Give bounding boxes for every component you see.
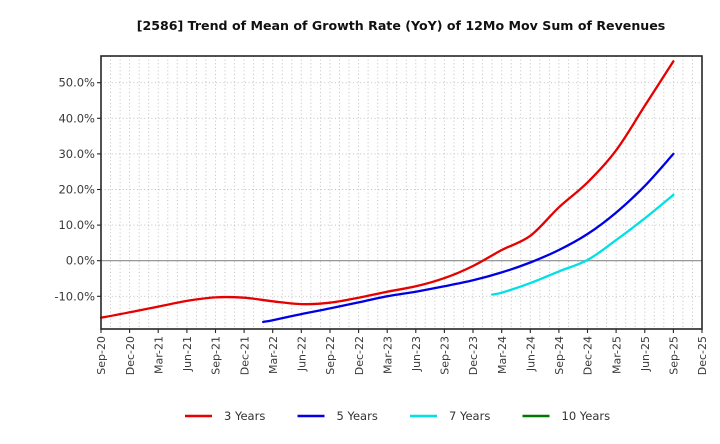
y-tick-label: 20.0% [58, 183, 95, 197]
x-tick-label: Dec-20 [124, 336, 137, 375]
y-tick-labels: 50.0% 40.0% 30.0% 20.0% 10.0% 0.0% -10.0% [54, 76, 95, 304]
x-tick-label: Mar-24 [496, 336, 509, 374]
legend: 3 Years 5 Years 7 Years 10 Years [185, 409, 610, 423]
x-tick-label: Sep-22 [324, 336, 337, 375]
x-tick-label: Jun-21 [181, 336, 194, 372]
x-tick-label: Jun-23 [410, 336, 423, 372]
x-tick-label: Sep-20 [95, 336, 108, 375]
x-tick-label: Mar-23 [381, 336, 394, 374]
x-tick-label: Dec-22 [353, 336, 366, 375]
x-tick-label: Sep-23 [439, 336, 452, 375]
x-tick-label: Jun-24 [525, 336, 538, 372]
y-tick-label: 40.0% [58, 111, 95, 125]
x-tick-label: Mar-22 [267, 336, 280, 374]
legend-label: 5 Years [337, 409, 378, 423]
y-tick-label: 50.0% [58, 76, 95, 90]
legend-label: 10 Years [562, 409, 611, 423]
legend-label: 7 Years [449, 409, 490, 423]
x-tick-label: Sep-24 [553, 336, 566, 375]
legend-item-3-years: 3 Years [185, 409, 265, 423]
series-lines [99, 60, 675, 324]
x-tick-label: Dec-23 [467, 336, 480, 375]
x-tick-labels: Sep-20 Dec-20 Mar-21 Jun-21 Sep-21 Dec-21 Mar-… [95, 336, 709, 375]
series-line-5-years [262, 152, 675, 324]
x-tick-label: Dec-21 [238, 336, 251, 375]
chart-title: [2586] Trend of Mean of Growth Rate (YoY… [137, 18, 666, 33]
y-tick-label: 0.0% [66, 254, 95, 268]
legend-item-7-years: 7 Years [410, 409, 490, 423]
y-tick-label: 30.0% [58, 147, 95, 161]
x-tick-label: Dec-25 [696, 336, 709, 375]
x-tick-label: Sep-21 [210, 336, 223, 375]
legend-label: 3 Years [224, 409, 265, 423]
legend-item-5-years: 5 Years [297, 409, 378, 423]
plot-border [100, 55, 703, 330]
y-tick-label: 10.0% [58, 218, 95, 232]
series-line-7-years [490, 193, 675, 296]
x-tick-label: Dec-24 [582, 336, 595, 375]
y-tick-label: -10.0% [54, 289, 95, 303]
axes [97, 82, 703, 333]
x-tick-label: Sep-25 [668, 336, 681, 375]
x-tick-label: Jun-25 [639, 336, 652, 372]
x-tick-label: Mar-21 [152, 336, 165, 374]
x-tick-label: Mar-25 [610, 336, 623, 374]
legend-item-10-years: 10 Years [522, 409, 611, 423]
series-line-3-years [99, 60, 675, 319]
x-tick-label: Jun-22 [296, 336, 309, 372]
